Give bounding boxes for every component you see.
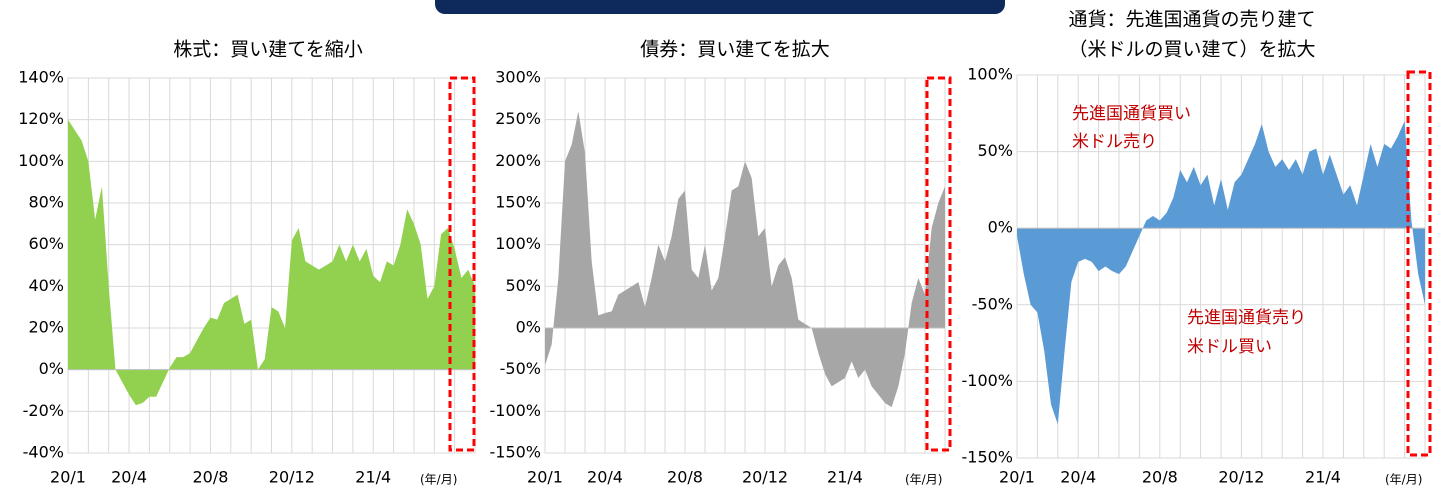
y-tick-label: 100% bbox=[495, 234, 541, 253]
chart-title: 通貨：先進国通貨の売り建て bbox=[1068, 9, 1315, 31]
area bbox=[1017, 120, 1425, 425]
x-tick-label: 20/8 bbox=[667, 468, 703, 487]
y-tick-label: 20% bbox=[28, 318, 64, 337]
highlight-box bbox=[925, 76, 952, 452]
y-tick-label: 100% bbox=[18, 151, 64, 170]
annotation: 先進国通貨売り bbox=[1187, 308, 1306, 328]
y-tick-label: 40% bbox=[28, 276, 64, 295]
y-tick-label: -100% bbox=[489, 401, 541, 420]
x-tick-label: 20/12 bbox=[269, 468, 315, 487]
y-tick-label: -50% bbox=[500, 359, 541, 378]
x-tick-label: 20/12 bbox=[1218, 468, 1264, 487]
y-tick-label: -150% bbox=[961, 448, 1013, 467]
chart-title: （米ドルの買い建て）を拡大 bbox=[1068, 39, 1315, 61]
x-tick-label: 20/4 bbox=[111, 468, 147, 487]
y-tick-label: 140% bbox=[18, 68, 64, 87]
y-tick-label: -40% bbox=[23, 443, 64, 462]
y-tick-label: -20% bbox=[23, 401, 64, 420]
x-tick-label: 21/4 bbox=[355, 468, 391, 487]
x-unit-label: (年/月) bbox=[1385, 473, 1422, 487]
x-tick-label: 20/12 bbox=[742, 468, 788, 487]
area bbox=[68, 119, 475, 406]
y-tick-label: 50% bbox=[977, 141, 1013, 160]
y-tick-label: -50% bbox=[972, 294, 1013, 313]
y-tick-label: 0% bbox=[39, 359, 64, 378]
x-tick-label: 20/1 bbox=[999, 468, 1035, 487]
annotation: 先進国通貨買い bbox=[1072, 104, 1191, 124]
y-tick-label: 0% bbox=[988, 218, 1013, 237]
x-tick-label: 21/4 bbox=[1305, 468, 1341, 487]
y-tick-label: 80% bbox=[28, 193, 64, 212]
annotation: 米ドル買い bbox=[1187, 337, 1272, 357]
x-tick-label: 20/8 bbox=[1142, 468, 1178, 487]
x-tick-label: 21/4 bbox=[827, 468, 863, 487]
chart-title: 株式：買い建てを縮小 bbox=[173, 39, 363, 61]
chart-title: 債券：買い建てを拡大 bbox=[640, 39, 830, 61]
y-tick-label: 120% bbox=[18, 109, 64, 128]
y-tick-label: 150% bbox=[495, 193, 541, 212]
y-tick-label: -100% bbox=[961, 371, 1013, 390]
y-tick-label: 50% bbox=[505, 276, 541, 295]
x-tick-label: 20/1 bbox=[50, 468, 86, 487]
y-tick-label: 100% bbox=[967, 65, 1013, 84]
header-banner bbox=[435, 0, 1005, 14]
y-tick-label: 300% bbox=[495, 68, 541, 87]
x-tick-label: 20/4 bbox=[1060, 468, 1096, 487]
x-tick-label: 20/4 bbox=[587, 468, 623, 487]
x-unit-label: (年/月) bbox=[420, 473, 457, 487]
y-tick-label: 0% bbox=[516, 318, 541, 337]
x-tick-label: 20/1 bbox=[527, 468, 563, 487]
annotation: 米ドル売り bbox=[1072, 132, 1157, 152]
y-tick-label: -150% bbox=[489, 443, 541, 462]
area bbox=[545, 111, 945, 408]
y-tick-label: 60% bbox=[28, 234, 64, 253]
x-tick-label: 20/8 bbox=[192, 468, 228, 487]
highlight-box bbox=[1406, 70, 1432, 457]
highlight-box bbox=[448, 76, 476, 452]
y-tick-label: 200% bbox=[495, 151, 541, 170]
y-tick-label: 250% bbox=[495, 109, 541, 128]
x-unit-label: (年/月) bbox=[905, 473, 942, 487]
